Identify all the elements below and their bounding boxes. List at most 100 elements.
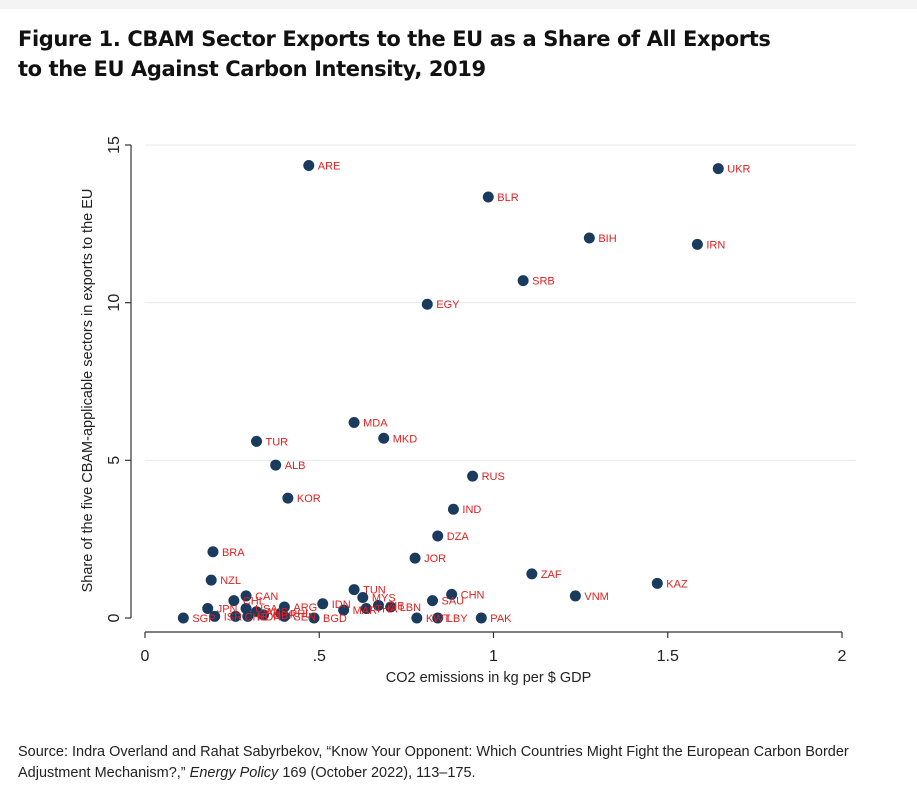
data-point	[517, 275, 529, 287]
point-label: DZA	[447, 531, 470, 543]
data-point	[691, 238, 703, 250]
point-label: MYS	[372, 593, 396, 605]
point-label: BLR	[497, 192, 518, 204]
data-point	[651, 577, 663, 589]
data-point	[526, 568, 538, 580]
data-point	[411, 612, 423, 624]
point-labels: UKR ARE BLR BIH IRN SRB EGY MDA MKD TUR ALB RUS KOR I…	[192, 160, 750, 625]
point-label: NOR	[257, 611, 282, 623]
point-label: PAK	[490, 613, 512, 625]
source-prefix: Source: Indra Overland and Rahat Sabyrbe…	[18, 744, 849, 781]
data-point	[447, 503, 459, 515]
data-point	[270, 459, 282, 471]
data-points	[177, 159, 724, 624]
data-point	[303, 159, 315, 171]
data-point	[569, 590, 581, 602]
data-point	[209, 610, 221, 622]
point-label: CAN	[255, 591, 278, 603]
point-label: MAR	[353, 605, 378, 617]
scatter-chart: 0 5 10 15 0 .5 1 1.5 2 UKR ARE BLR BIH IRN SRB EGY MDA M…	[80, 136, 856, 686]
y-tick-label: 10	[106, 294, 123, 312]
data-point	[475, 612, 487, 624]
axes: 0 5 10 15 0 .5 1 1.5 2	[106, 136, 847, 665]
data-point	[230, 610, 242, 622]
data-point	[712, 163, 724, 175]
point-label: SGP	[192, 613, 215, 625]
x-tick-label: 0	[141, 648, 150, 665]
grid-lines	[145, 144, 856, 461]
y-tick-label: 15	[106, 136, 123, 154]
point-label: ARG	[293, 602, 317, 614]
x-tick-label: 1	[489, 648, 498, 665]
data-point	[378, 432, 390, 444]
data-point	[228, 595, 240, 607]
data-point	[372, 599, 384, 611]
figure-title: Figure 1. CBAM Sector Exports to the EU …	[18, 24, 908, 84]
data-point	[427, 595, 439, 607]
point-label: TUN	[363, 585, 386, 597]
point-label: TUR	[266, 436, 289, 448]
point-label: MDA	[363, 417, 388, 429]
point-label: SEN	[293, 611, 316, 623]
data-point	[446, 588, 458, 600]
point-label: IRN	[706, 239, 725, 251]
point-label: LBN	[400, 602, 421, 614]
data-point	[432, 530, 444, 542]
data-point	[467, 470, 479, 482]
top-bar	[0, 0, 917, 9]
point-label: MKD	[393, 433, 418, 445]
data-point	[257, 609, 269, 621]
point-label: GBR	[272, 610, 296, 622]
point-label: EGY	[436, 299, 460, 311]
figure-title-line-1: Figure 1. CBAM Sector Exports to the EU …	[18, 27, 771, 51]
source-note: Source: Indra Overland and Rahat Sabyrbe…	[18, 742, 913, 784]
x-tick-label: .5	[313, 648, 326, 665]
y-tick-label: 5	[106, 456, 123, 465]
data-point	[357, 592, 369, 604]
point-label: SAU	[442, 596, 465, 608]
data-point	[278, 610, 290, 622]
data-point	[251, 435, 263, 447]
data-point	[240, 590, 252, 602]
data-point	[409, 552, 421, 564]
point-label: ALB	[285, 460, 306, 472]
point-label: IND	[462, 504, 481, 516]
x-tick-label: 1.5	[657, 648, 679, 665]
point-label: SRB	[532, 276, 555, 288]
point-label: ZAF	[541, 569, 562, 581]
data-point	[421, 298, 433, 310]
point-label: BGD	[323, 613, 347, 625]
data-point	[282, 492, 294, 504]
source-suffix: 169 (October 2022), 113–175.	[278, 765, 476, 781]
figure-title-line-2: to the EU Against Carbon Intensity, 2019	[18, 57, 486, 81]
point-label: AUS	[266, 607, 289, 619]
point-label: PHL	[290, 608, 311, 620]
data-point	[308, 612, 320, 624]
point-label: KWT	[426, 613, 451, 625]
data-point	[317, 598, 329, 610]
point-label: JOR	[424, 553, 446, 565]
point-label: LBY	[447, 613, 468, 625]
point-label: JPN	[217, 604, 238, 616]
data-point	[583, 232, 595, 244]
data-point	[338, 604, 350, 616]
point-label: THA	[375, 604, 398, 616]
y-tick-label: 0	[106, 613, 123, 622]
point-label: BRA	[222, 547, 245, 559]
data-point	[432, 612, 444, 624]
point-label: USA	[255, 604, 278, 616]
data-point	[385, 601, 397, 613]
point-label: KOR	[297, 493, 321, 505]
data-point	[177, 612, 189, 624]
data-point	[205, 574, 217, 586]
data-point	[360, 603, 372, 615]
point-label: KAZ	[666, 578, 688, 590]
x-tick-label: 2	[838, 648, 847, 665]
data-point	[207, 546, 219, 558]
point-label: CHN	[461, 589, 485, 601]
point-label: VNM	[584, 591, 608, 603]
source-journal: Energy Policy	[189, 765, 279, 781]
data-point	[202, 603, 214, 615]
data-point	[482, 191, 494, 203]
data-point	[242, 610, 254, 622]
